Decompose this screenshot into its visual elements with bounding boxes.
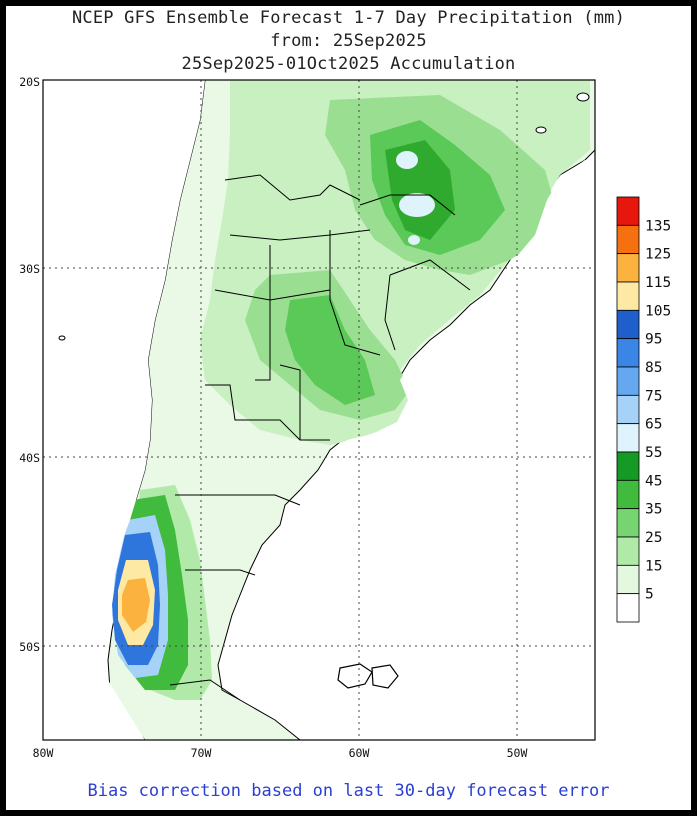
lat-label-50s: 50S (19, 640, 40, 654)
colorbar-label: 115 (645, 275, 671, 291)
colorbar-swatch (616, 479, 640, 510)
lon-label-70w: 70W (191, 746, 212, 760)
latitude-labels: 20S 30S 40S 50S (19, 75, 40, 654)
lon-label-60w: 60W (349, 746, 370, 760)
precipitation-colorbar: 135 125 115 105 95 85 75 65 55 45 35 25 15 5 (616, 196, 671, 623)
lat-label-40s: 40S (19, 451, 40, 465)
colorbar-label: 75 (645, 388, 662, 404)
lat-label-30s: 30S (19, 262, 40, 276)
colorbar-swatch (616, 564, 640, 595)
longitude-labels: 80W 70W 60W 50W (33, 746, 528, 760)
precip-55-spot-3 (408, 235, 420, 245)
colorbar-label: 45 (645, 473, 662, 489)
colorbar-swatch (616, 196, 640, 226)
colorbar-swatch (616, 423, 640, 453)
colorbar-label: 25 (645, 530, 662, 546)
map-gridlines (43, 80, 595, 740)
colorbar-swatch (616, 451, 640, 481)
colorbar-swatch (616, 253, 640, 283)
lon-label-80w: 80W (33, 746, 54, 760)
lat-label-20s: 20S (19, 75, 40, 89)
colorbar-label: 95 (645, 332, 662, 348)
bias-correction-note: Bias correction based on last 30-day for… (87, 781, 610, 801)
colorbar-label: 5 (645, 587, 654, 603)
precip-55-spot-2 (399, 193, 435, 217)
colorbar-swatch (616, 281, 640, 311)
pacific-ocean (43, 80, 205, 740)
falkland-islands (337, 663, 399, 689)
plot-border (42, 79, 596, 741)
colorbar-label: 105 (645, 303, 671, 319)
colorbar-swatch (616, 394, 640, 425)
precip-andes-125-core (122, 578, 150, 632)
chart-subtitle-period: 25Sep2025-01Oct2025 Accumulation (181, 54, 516, 74)
colorbar-label: 135 (645, 218, 671, 234)
colorbar-label: 35 (645, 502, 662, 518)
map-plot-area (43, 80, 595, 740)
colorbar-label: 125 (645, 247, 671, 263)
colorbar-label: 55 (645, 445, 662, 461)
atlantic-ocean (220, 160, 595, 740)
colorbar-swatch (616, 338, 640, 368)
colorbar-swatch (616, 536, 640, 566)
colorbar-label: 65 (645, 417, 662, 433)
political-borders (169, 174, 471, 701)
colorbar-swatch (616, 309, 640, 340)
colorbar-swatch (616, 593, 640, 623)
precip-55-spot-1 (396, 151, 418, 169)
colorbar-label: 15 (645, 558, 662, 574)
chart-title: NCEP GFS Ensemble Forecast 1-7 Day Preci… (71, 8, 626, 28)
island-small-2 (535, 126, 547, 134)
lon-label-50w: 50W (507, 746, 528, 760)
colorbar-swatch (616, 508, 640, 538)
chart-subtitle-date: from: 25Sep2025 (270, 31, 427, 51)
colorbar-label: 85 (645, 360, 662, 376)
island-small-1 (576, 92, 590, 102)
colorbar-swatch (616, 224, 640, 255)
island-small-3 (58, 335, 66, 341)
precip-35-area-central (285, 295, 375, 405)
colorbar-swatch (616, 366, 640, 396)
